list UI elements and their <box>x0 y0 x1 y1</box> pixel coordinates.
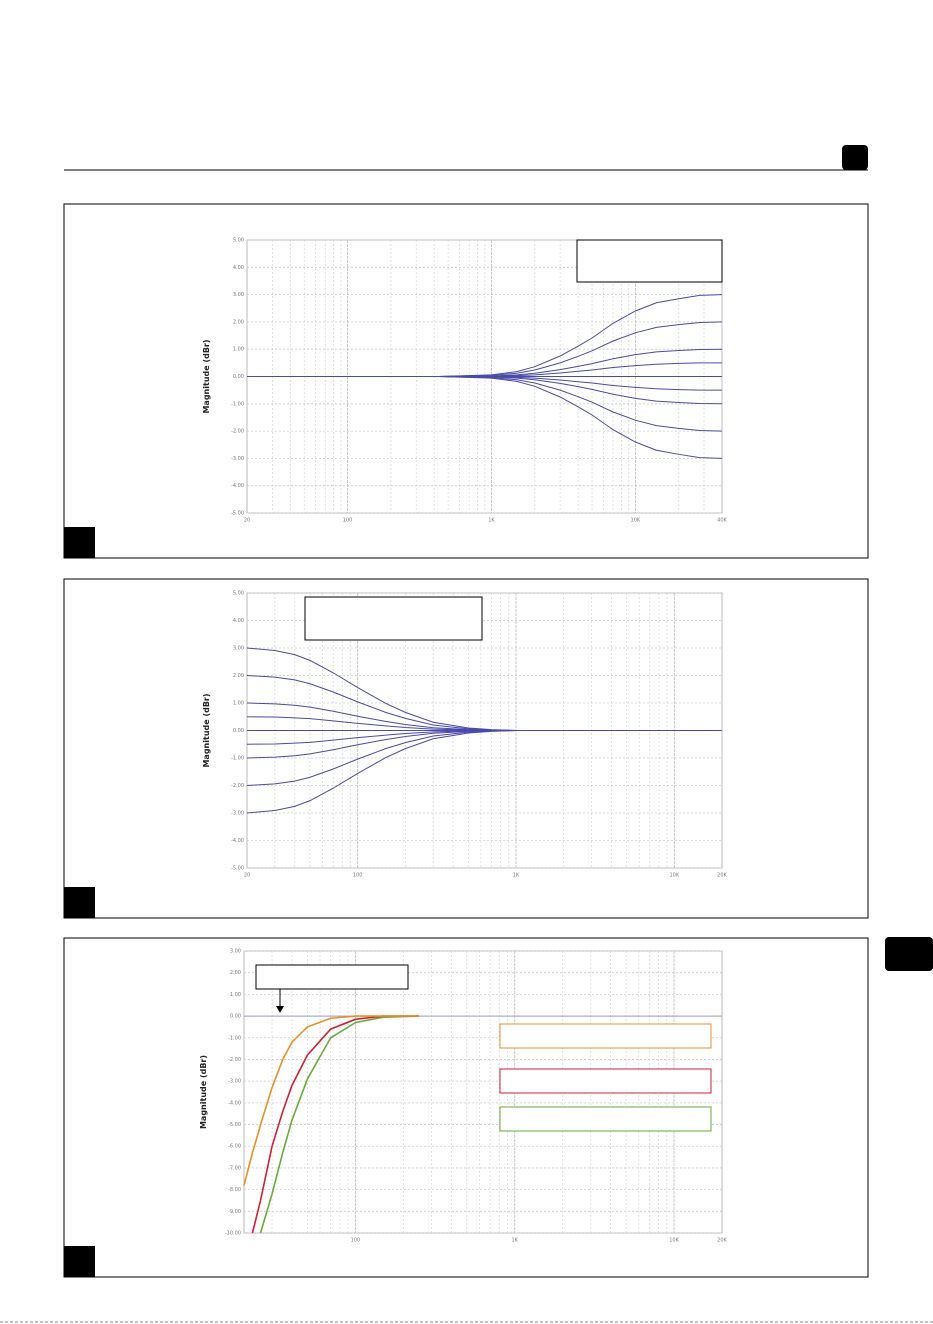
y-tick-label: -5.00 <box>228 1122 241 1128</box>
series-line <box>251 1015 419 1234</box>
y-tick-label: 0.00 <box>233 374 244 380</box>
header-badge <box>842 145 868 170</box>
y-tick-label: -5.00 <box>231 511 244 517</box>
y-tick-label: 3.00 <box>230 949 241 955</box>
y-tick-label: 4.00 <box>233 265 244 271</box>
y-tick-label: 2.00 <box>233 673 244 679</box>
x-tick-label: 100 <box>343 518 353 524</box>
legend-box <box>499 1023 712 1049</box>
panel <box>63 578 869 919</box>
series-line <box>243 1015 419 1186</box>
x-tick-label: 100 <box>353 873 363 879</box>
y-tick-label: -4.00 <box>231 483 244 489</box>
y-tick-label: 4.00 <box>233 618 244 624</box>
y-tick-label: -1.00 <box>228 1035 241 1041</box>
x-tick-label: 20K <box>717 1238 727 1244</box>
y-axis-label: Magnitude (dBr) <box>199 1055 208 1129</box>
y-tick-label: 5.00 <box>233 591 244 597</box>
callout-box <box>304 596 483 641</box>
y-tick-label: 1.00 <box>233 347 244 353</box>
x-tick-label: 10K <box>631 518 641 524</box>
callout-box <box>255 964 409 990</box>
x-tick-label: 1K <box>513 873 520 879</box>
y-tick-label: -2.00 <box>231 429 244 435</box>
panel-badge <box>64 887 95 918</box>
y-tick-label: 5.00 <box>233 238 244 244</box>
y-tick-label: 2.00 <box>233 319 244 325</box>
callout-arrowhead <box>276 1006 284 1013</box>
y-tick-label: -10.00 <box>225 1231 241 1237</box>
y-tick-label: -4.00 <box>228 1100 241 1106</box>
y-tick-label: 1.00 <box>233 701 244 707</box>
x-tick-label: 40K <box>717 518 727 524</box>
panel-badge <box>64 1246 95 1277</box>
y-tick-label: 0.00 <box>230 1014 241 1020</box>
callout-box <box>576 239 723 283</box>
panel-badge <box>64 527 95 558</box>
series-line <box>246 730 722 814</box>
y-tick-label: 3.00 <box>233 646 244 652</box>
panel <box>63 937 869 1278</box>
y-axis-label: Magnitude (dBr) <box>202 339 211 413</box>
y-tick-label: -5.00 <box>231 866 244 872</box>
series-line <box>247 376 723 459</box>
y-tick-label: -6.00 <box>228 1144 241 1150</box>
y-tick-label: -3.00 <box>228 1079 241 1085</box>
x-tick-label: 100 <box>351 1238 361 1244</box>
y-tick-label: -2.00 <box>231 783 244 789</box>
x-tick-label: 20 <box>244 873 250 879</box>
x-tick-label: 20K <box>717 873 727 879</box>
y-tick-label: 3.00 <box>233 292 244 298</box>
y-tick-label: -4.00 <box>231 838 244 844</box>
x-tick-label: 20 <box>244 518 250 524</box>
y-tick-label: -7.00 <box>228 1165 241 1171</box>
y-axis-label: Magnitude (dBr) <box>202 693 211 767</box>
x-tick-label: 10K <box>669 1238 679 1244</box>
y-tick-label: -8.00 <box>228 1187 241 1193</box>
side-tab <box>885 937 933 971</box>
y-tick-label: -1.00 <box>231 756 244 762</box>
series-line <box>259 1015 419 1234</box>
y-tick-label: 1.00 <box>230 992 241 998</box>
y-tick-label: 0.00 <box>233 728 244 734</box>
legend-box <box>499 1068 712 1094</box>
y-tick-label: -3.00 <box>231 456 244 462</box>
y-tick-label: -2.00 <box>228 1057 241 1063</box>
charts: 5.00 4.00 3.00 2.00 1.00 0.00 -1.00 -2.00 -3.00 -… <box>199 238 728 1244</box>
y-tick-label: 2.00 <box>230 970 241 976</box>
x-tick-label: 1K <box>488 518 495 524</box>
x-tick-label: 10K <box>670 873 680 879</box>
y-tick-label: -1.00 <box>231 401 244 407</box>
panel <box>63 203 869 559</box>
legend-box <box>499 1106 712 1132</box>
y-tick-label: -9.00 <box>228 1209 241 1215</box>
y-tick-label: -3.00 <box>231 811 244 817</box>
x-tick-label: 1K <box>511 1238 518 1244</box>
